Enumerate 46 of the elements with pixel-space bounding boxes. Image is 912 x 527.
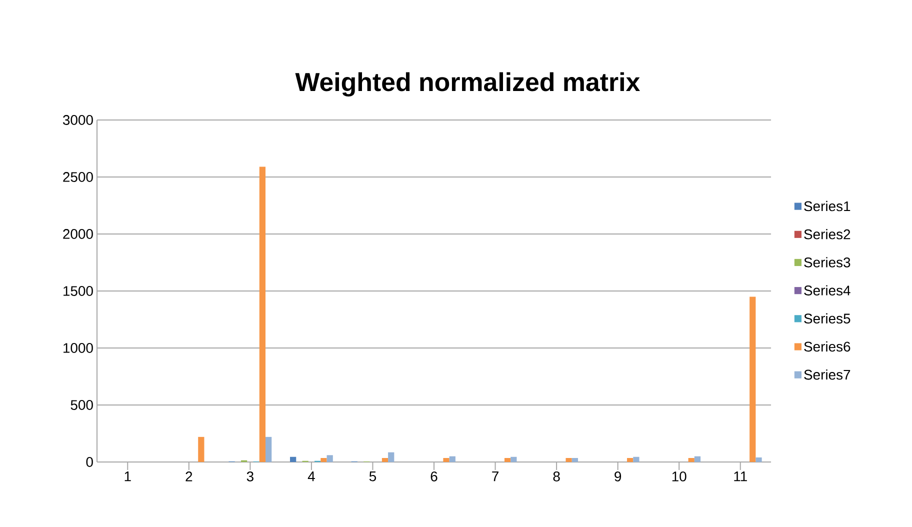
legend-label: Series5 [804, 313, 850, 324]
x-tick-label: 6 [430, 472, 438, 482]
bar [633, 456, 640, 462]
bar [756, 457, 762, 462]
y-tick-label: 1500 [64, 286, 93, 296]
y-tick-label: 3000 [62, 115, 93, 125]
bar [510, 456, 517, 462]
x-tick-label: 7 [492, 472, 498, 482]
bar [388, 452, 394, 462]
bar [572, 458, 578, 462]
legend-label: Series2 [804, 229, 850, 240]
bar [688, 458, 694, 462]
bar [504, 458, 511, 462]
chart-title: Weighted normalized matrix [295, 72, 640, 96]
bar [694, 456, 701, 462]
x-tick-label: 4 [308, 472, 315, 482]
bar [443, 458, 450, 462]
x-tick-label: 1 [124, 472, 131, 482]
y-tick-label: 0 [86, 457, 93, 467]
bar [326, 455, 333, 462]
bar [750, 296, 756, 462]
x-tick-label: 2 [186, 472, 192, 482]
legend-label: Series6 [804, 341, 850, 352]
y-tick-label: 2500 [63, 172, 93, 182]
legend-label: Series7 [804, 369, 850, 380]
legend-label: Series1 [804, 200, 850, 212]
bar [266, 436, 272, 462]
x-tick-label: 11 [734, 472, 747, 482]
y-tick-label: 500 [70, 400, 93, 410]
bar [566, 458, 572, 462]
bar [382, 458, 388, 462]
legend-label: Series4 [804, 285, 850, 296]
bar [320, 458, 327, 462]
bar [198, 436, 204, 462]
y-tick-label: 1000 [64, 343, 93, 353]
y-tick-label: 2000 [63, 229, 93, 239]
bar [290, 456, 296, 462]
bar [449, 456, 456, 462]
x-tick-label: 9 [614, 472, 622, 482]
x-tick-label: 10 [672, 472, 686, 482]
x-tick-label: 8 [553, 472, 560, 482]
legend-label: Series3 [804, 257, 850, 268]
x-tick-label: 5 [369, 472, 376, 482]
bar [259, 166, 266, 462]
x-tick-label: 3 [246, 472, 254, 482]
bar [627, 458, 634, 462]
